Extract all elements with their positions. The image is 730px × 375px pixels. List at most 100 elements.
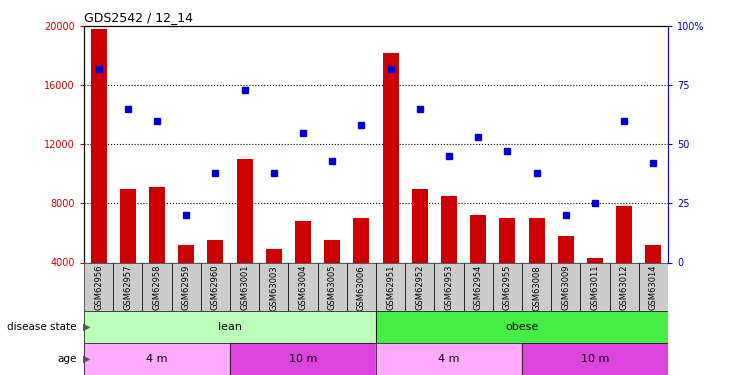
Bar: [259, 262, 288, 311]
Text: GSM63011: GSM63011: [591, 265, 599, 310]
Bar: [113, 262, 142, 311]
Bar: [201, 262, 230, 311]
Bar: [288, 262, 318, 311]
Bar: [230, 262, 259, 311]
Bar: [405, 262, 434, 311]
Text: GSM62953: GSM62953: [445, 265, 453, 310]
Bar: [84, 343, 230, 375]
Bar: [434, 262, 464, 311]
Text: 4 m: 4 m: [438, 354, 460, 364]
Text: GSM62952: GSM62952: [415, 265, 424, 310]
Text: age: age: [57, 354, 77, 364]
Bar: [347, 262, 376, 311]
Bar: [172, 262, 201, 311]
Bar: [142, 262, 172, 311]
Bar: [522, 343, 668, 375]
Bar: [376, 311, 668, 343]
Bar: [84, 343, 230, 375]
Bar: [616, 206, 632, 262]
Text: GSM62960: GSM62960: [211, 265, 220, 310]
Bar: [259, 262, 288, 311]
Text: GSM62957: GSM62957: [123, 265, 132, 310]
Bar: [201, 262, 230, 311]
Bar: [376, 262, 405, 311]
Bar: [522, 343, 668, 375]
Text: GSM63003: GSM63003: [269, 265, 278, 310]
Bar: [558, 236, 574, 262]
Bar: [178, 245, 194, 262]
Bar: [376, 343, 522, 375]
Bar: [499, 218, 515, 262]
Bar: [318, 262, 347, 311]
Bar: [91, 29, 107, 262]
Bar: [645, 245, 661, 262]
Bar: [405, 262, 434, 311]
Text: GSM63009: GSM63009: [561, 265, 570, 310]
Bar: [172, 262, 201, 311]
Text: ▶: ▶: [82, 354, 90, 364]
Text: GDS2542 / 12_14: GDS2542 / 12_14: [84, 11, 193, 24]
Bar: [376, 262, 405, 311]
Text: GSM62951: GSM62951: [386, 265, 395, 310]
Bar: [470, 215, 486, 262]
Bar: [230, 343, 376, 375]
Bar: [580, 262, 610, 311]
Bar: [464, 262, 493, 311]
Bar: [412, 189, 428, 262]
Bar: [551, 262, 580, 311]
Text: ▶: ▶: [82, 322, 90, 332]
Bar: [493, 262, 522, 311]
Text: GSM62956: GSM62956: [94, 265, 103, 310]
Text: obese: obese: [505, 322, 539, 332]
Bar: [84, 311, 376, 343]
Bar: [580, 262, 610, 311]
Bar: [149, 187, 165, 262]
Bar: [230, 343, 376, 375]
Bar: [587, 258, 603, 262]
Bar: [120, 189, 136, 262]
Bar: [324, 240, 340, 262]
Text: GSM63001: GSM63001: [240, 265, 249, 310]
Bar: [376, 343, 522, 375]
Bar: [84, 262, 113, 311]
Text: GSM63005: GSM63005: [328, 265, 337, 310]
Text: GSM62959: GSM62959: [182, 265, 191, 310]
Text: GSM62958: GSM62958: [153, 265, 161, 310]
Bar: [318, 262, 347, 311]
Bar: [434, 262, 464, 311]
Bar: [376, 311, 668, 343]
Bar: [142, 262, 172, 311]
Bar: [529, 218, 545, 262]
Text: GSM63006: GSM63006: [357, 265, 366, 310]
Bar: [288, 262, 318, 311]
Bar: [383, 53, 399, 262]
Text: 10 m: 10 m: [581, 354, 609, 364]
Bar: [493, 262, 522, 311]
Text: GSM63008: GSM63008: [532, 265, 541, 310]
Text: lean: lean: [218, 322, 242, 332]
Bar: [237, 159, 253, 262]
Bar: [353, 218, 369, 262]
Bar: [464, 262, 493, 311]
Bar: [610, 262, 639, 311]
Text: GSM62955: GSM62955: [503, 265, 512, 310]
Text: GSM62954: GSM62954: [474, 265, 483, 310]
Bar: [295, 221, 311, 262]
Bar: [84, 311, 376, 343]
Bar: [113, 262, 142, 311]
Bar: [639, 262, 668, 311]
Bar: [522, 262, 551, 311]
Bar: [347, 262, 376, 311]
Bar: [610, 262, 639, 311]
Text: GSM63012: GSM63012: [620, 265, 629, 310]
Text: GSM63004: GSM63004: [299, 265, 307, 310]
Text: 10 m: 10 m: [289, 354, 317, 364]
Text: disease state: disease state: [7, 322, 77, 332]
Bar: [84, 262, 113, 311]
Bar: [266, 249, 282, 262]
Text: 4 m: 4 m: [146, 354, 168, 364]
Bar: [639, 262, 668, 311]
Bar: [441, 196, 457, 262]
Bar: [522, 262, 551, 311]
Bar: [230, 262, 259, 311]
